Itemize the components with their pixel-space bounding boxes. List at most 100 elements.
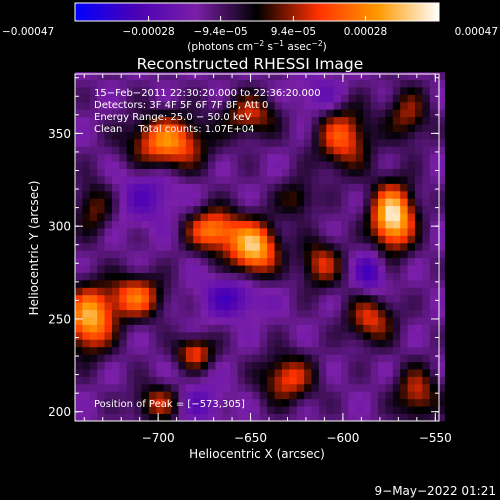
heatmap-cell [341,398,349,407]
heatmap-cell [244,190,253,199]
heatmap-cell [89,153,98,162]
heatmap-cell [370,198,379,207]
heatmap-cell [185,116,194,125]
heatmap-cell [429,190,438,199]
heatmap-cell [341,317,349,325]
heatmap-cell [370,398,379,407]
heatmap-cell [333,72,342,80]
heatmap-cell [82,413,91,422]
chart-title: Reconstructed RHESSI Image [137,55,364,73]
heatmap-cell [126,168,135,177]
heatmap-cell [326,235,335,244]
heatmap-cell [75,124,83,132]
heatmap-cell [178,124,187,132]
heatmap-cell [429,398,438,407]
heatmap-cell [267,220,275,229]
heatmap-cell [311,413,320,422]
heatmap-cell [378,250,386,259]
heatmap-cell [89,79,98,88]
heatmap-cell [97,79,105,88]
heatmap-cell [370,101,379,110]
heatmap-cell [111,265,120,273]
heatmap-cell [333,279,342,288]
heatmap-cell [429,406,438,414]
heatmap-cell [97,228,105,236]
heatmap-cell [163,220,172,229]
x-tick-label: −550 [419,431,452,445]
heatmap-cell [141,398,150,407]
heatmap-cell [119,361,128,370]
heatmap-cell [274,116,283,125]
heatmap-cell [414,146,423,155]
heatmap-cell [304,294,312,303]
heatmap-cell [326,242,335,251]
heatmap-cell [370,391,379,400]
heatmap-cell [407,131,416,140]
heatmap-cell [89,265,98,273]
heatmap-cell [385,272,394,281]
heatmap-cell [437,220,445,229]
heatmap-cell [259,287,268,296]
heatmap-cell [333,265,342,273]
heatmap-cell [141,257,150,266]
heatmap-cell [267,153,275,162]
heatmap-cell [304,354,312,363]
heatmap-cell [385,346,394,355]
heatmap-cell [141,309,150,318]
heatmap-cell [355,398,364,407]
heatmap-cell [104,72,113,80]
heatmap-cell [429,413,438,422]
heatmap-cell [75,331,83,340]
heatmap-cell [274,235,283,244]
heatmap-cell [407,205,416,214]
heatmap-cell [230,153,238,162]
heatmap-cell [193,287,202,296]
heatmap-cell [193,94,202,103]
heatmap-cell [348,398,357,407]
heatmap-cell [348,354,357,363]
heatmap-cell [156,242,165,251]
heatmap-cell [148,257,157,266]
heatmap-cell [414,339,423,348]
heatmap-cell [274,302,283,311]
heatmap-cell [171,331,179,340]
heatmap-cell [208,242,216,251]
heatmap-cell [193,413,202,422]
heatmap-cell [104,131,113,140]
heatmap-cell [289,257,298,266]
heatmap-cell [141,279,150,288]
heatmap-cell [281,398,290,407]
heatmap-cell [111,302,120,311]
heatmap-cell [230,94,238,103]
heatmap-cell [111,153,120,162]
heatmap-cell [304,101,312,110]
heatmap-cell [134,361,142,370]
heatmap-cell [126,205,135,214]
heatmap-cell [385,257,394,266]
heatmap-cell [119,146,128,155]
heatmap-cell [326,361,335,370]
heatmap-cell [378,235,386,244]
heatmap-cell [429,324,438,333]
heatmap-cell [237,361,246,370]
heatmap-cell [348,235,357,244]
heatmap-cell [237,168,246,177]
heatmap-cell [200,183,209,192]
heatmap-cell [311,146,320,155]
heatmap-cell [385,361,394,370]
heatmap-cell [185,406,194,414]
heatmap-cell [407,383,416,392]
heatmap-cell [171,250,179,259]
heatmap-cell [97,279,105,288]
heatmap-cell [296,339,305,348]
heatmap-cell [126,220,135,229]
heatmap-cell [208,406,216,414]
heatmap-cell [414,101,423,110]
heatmap-cell [200,205,209,214]
heatmap-cell [178,205,187,214]
heatmap-cell [259,146,268,155]
heatmap-cell [326,331,335,340]
heatmap-cell [400,413,408,422]
x-axis-ticks: −700 −650 −600 −550 [83,74,452,445]
heatmap-cell [82,354,91,363]
